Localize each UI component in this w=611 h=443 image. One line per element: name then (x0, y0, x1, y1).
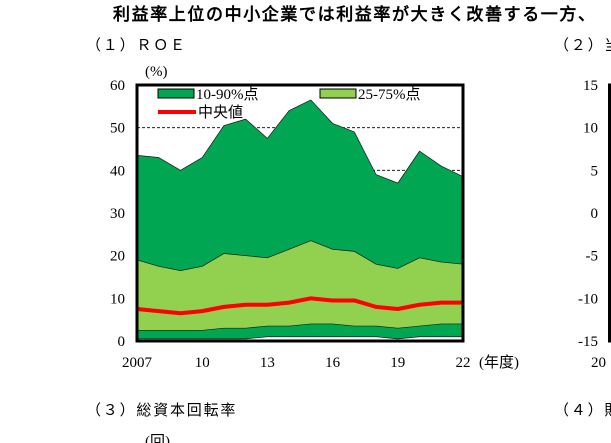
chart1-ytick-label: 40 (110, 163, 125, 179)
chart1-ytick-label: 50 (110, 121, 125, 137)
legend-swatch-10-90 (157, 88, 195, 99)
chart1-median-line (136, 296, 463, 316)
chart2-ytick-label: -10 (578, 291, 598, 307)
chart1-xtick-label: 16 (325, 355, 341, 371)
chart1-xtick-label: 13 (260, 355, 275, 371)
chart1-ytick-label: 60 (110, 78, 125, 94)
chart1-ytick-label: 0 (118, 334, 126, 350)
legend-label-median: 中央値 (198, 104, 243, 121)
chart2-xtick-label: 20 (591, 355, 606, 371)
legend-swatch-25-75 (319, 88, 357, 99)
chart3-y-unit: (回) (145, 434, 170, 443)
chart1-xtick-label: 19 (390, 355, 405, 371)
chart1-y-unit: (%) (145, 64, 168, 80)
chart2-ytick-label: -5 (586, 249, 599, 265)
chart2-partial: 15 10 5 0 -5 -10 -15 20 (578, 78, 611, 371)
chart2-ytick-label: 0 (591, 206, 599, 222)
chart1-ytick-label: 30 (110, 206, 125, 222)
chart2-ytick-label: -15 (578, 334, 598, 350)
chart2-axes: 15 10 5 0 -5 -10 -15 20 (578, 78, 606, 371)
chart3-title: （３）総資本回転率 (86, 401, 238, 419)
chart1-ytick-label: 10 (110, 291, 125, 307)
chart1-series (136, 99, 464, 340)
chart1-roe: 0 10 20 30 40 50 60 2007 10 13 16 19 22 (%) (年度) 10-… (110, 64, 519, 371)
chart2-ytick-label: 5 (591, 163, 599, 179)
chart1-ytick-label: 20 (110, 249, 125, 265)
chart1-xtick-label: 22 (456, 355, 471, 371)
chart2-title: （２）当 (554, 36, 611, 54)
chart1-title: （１）ＲＯＥ (86, 36, 187, 54)
chart1-xtick-label: 10 (195, 355, 210, 371)
chart1-axes: 0 10 20 30 40 50 60 2007 10 13 16 19 22 (110, 78, 471, 371)
chart1-x-unit: (年度) (479, 354, 519, 371)
legend-label-25-75: 25-75%点 (358, 86, 421, 103)
chart4-title: （４）財 (554, 401, 611, 419)
figure-heading: 利益率上位の中小企業では利益率が大きく改善する一方、 (113, 5, 597, 25)
chart1-plot-frame (135, 83, 465, 343)
chart1-xtick-label: 2007 (122, 355, 153, 371)
chart2-ytick-label: 10 (583, 121, 598, 137)
legend-label-10-90: 10-90%点 (196, 86, 259, 103)
chart1-legend: 10-90%点 25-75%点 中央値 (157, 86, 421, 121)
chart2-ytick-label: 15 (583, 78, 598, 94)
